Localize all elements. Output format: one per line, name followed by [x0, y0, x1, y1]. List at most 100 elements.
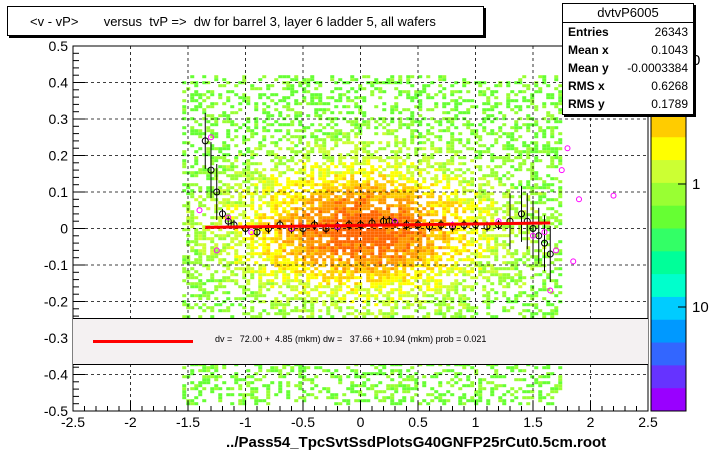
density-cell	[518, 108, 523, 112]
density-cell	[334, 243, 339, 247]
density-cell	[442, 216, 447, 220]
density-cell	[454, 201, 459, 205]
density-cell	[258, 96, 263, 100]
density-cell	[302, 255, 307, 259]
density-cell	[250, 375, 255, 379]
density-cell	[222, 243, 227, 247]
density-cell	[234, 279, 239, 283]
density-cell	[526, 384, 531, 388]
density-cell	[502, 156, 507, 160]
density-cell	[318, 168, 323, 172]
density-cell	[250, 270, 255, 274]
density-cell	[498, 129, 503, 133]
density-cell	[358, 162, 363, 166]
density-cell	[422, 207, 427, 211]
density-cell	[210, 258, 215, 262]
density-cell	[474, 216, 479, 220]
density-cell	[546, 216, 551, 220]
density-cell	[294, 288, 299, 292]
density-cell	[254, 177, 259, 181]
density-cell	[438, 384, 443, 388]
density-cell	[198, 222, 203, 226]
density-cell	[274, 168, 279, 172]
density-cell	[326, 387, 331, 391]
density-cell	[270, 273, 275, 277]
density-cell	[510, 99, 515, 103]
density-cell	[386, 294, 391, 298]
density-cell	[498, 207, 503, 211]
density-cell	[230, 222, 235, 226]
density-cell	[306, 255, 311, 259]
density-cell	[262, 273, 267, 277]
density-cell	[374, 207, 379, 211]
density-cell	[266, 114, 271, 118]
density-cell	[546, 150, 551, 154]
density-cell	[366, 252, 371, 256]
density-cell	[342, 246, 347, 250]
density-cell	[354, 102, 359, 106]
density-cell	[506, 273, 511, 277]
density-cell	[406, 210, 411, 214]
density-cell	[194, 129, 199, 133]
density-cell	[366, 177, 371, 181]
density-cell	[402, 384, 407, 388]
density-cell	[226, 132, 231, 136]
density-cell	[286, 219, 291, 223]
density-cell	[510, 252, 515, 256]
density-cell	[406, 315, 411, 319]
density-cell	[370, 276, 375, 280]
density-cell	[518, 78, 523, 82]
density-cell	[390, 195, 395, 199]
density-cell	[438, 273, 443, 277]
density-cell	[422, 249, 427, 253]
density-cell	[362, 255, 367, 259]
density-cell	[382, 270, 387, 274]
density-cell	[234, 258, 239, 262]
density-cell	[506, 81, 511, 85]
density-cell	[382, 246, 387, 250]
density-cell	[334, 219, 339, 223]
density-cell	[430, 126, 435, 130]
density-cell	[474, 306, 479, 310]
density-cell	[414, 258, 419, 262]
density-cell	[218, 261, 223, 265]
density-cell	[554, 87, 559, 91]
density-cell	[218, 396, 223, 400]
density-cell	[298, 279, 303, 283]
density-cell	[278, 231, 283, 235]
density-cell	[426, 237, 431, 241]
density-cell	[482, 300, 487, 304]
density-cell	[354, 213, 359, 217]
density-cell	[226, 168, 231, 172]
density-cell	[546, 174, 551, 178]
density-cell	[462, 402, 467, 406]
density-cell	[558, 99, 563, 103]
density-cell	[418, 159, 423, 163]
density-cell	[350, 189, 355, 193]
density-cell	[342, 294, 347, 298]
density-cell	[286, 210, 291, 214]
density-cell	[470, 270, 475, 274]
density-cell	[194, 261, 199, 265]
density-cell	[362, 180, 367, 184]
density-cell	[462, 279, 467, 283]
density-cell	[538, 201, 543, 205]
density-cell	[430, 228, 435, 232]
density-cell	[290, 231, 295, 235]
density-cell	[202, 387, 207, 391]
density-cell	[454, 237, 459, 241]
density-cell	[234, 249, 239, 253]
density-cell	[498, 399, 503, 403]
density-cell	[298, 369, 303, 373]
density-cell	[258, 174, 263, 178]
density-cell	[362, 147, 367, 151]
density-cell	[454, 279, 459, 283]
density-cell	[226, 114, 231, 118]
density-cell	[498, 276, 503, 280]
density-cell	[490, 219, 495, 223]
density-cell	[406, 123, 411, 127]
density-cell	[366, 192, 371, 196]
density-cell	[242, 180, 247, 184]
density-cell	[374, 126, 379, 130]
density-cell	[338, 210, 343, 214]
